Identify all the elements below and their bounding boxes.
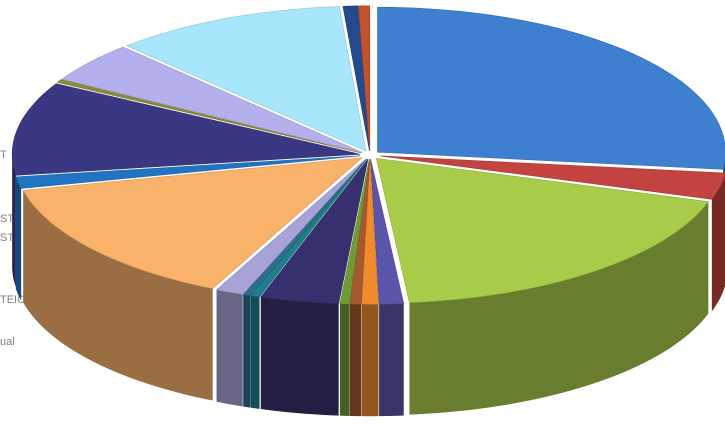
pie-slice-5	[361, 159, 379, 305]
pie-slice-side-2	[711, 174, 725, 312]
legend-entry: ual	[0, 336, 15, 348]
pie-slice-4	[370, 159, 405, 305]
pie-slice-side-9	[250, 295, 260, 409]
pie-slice-2	[379, 155, 725, 200]
pie-slice-side-14	[12, 154, 16, 288]
pie-slices	[11, 5, 725, 305]
pie-slice-side-5	[361, 304, 379, 417]
pie-slice-side-13	[15, 176, 22, 301]
pie-slice-16	[61, 46, 363, 153]
legend-entry: ST	[0, 213, 14, 225]
pie-slice-side-7	[339, 303, 350, 416]
pie-slice-side-6	[349, 303, 362, 417]
pie-slice-side-8	[260, 297, 339, 416]
pie-slice-side-12	[23, 190, 213, 401]
pie-slice-7	[339, 159, 370, 305]
pie-sides	[12, 154, 725, 417]
pie-slice-8	[260, 158, 369, 304]
pie-slice-15	[56, 79, 362, 154]
legend-entry: T	[0, 149, 7, 161]
pie-slice-side-4	[379, 303, 404, 417]
pie-slice-side-11	[216, 289, 243, 407]
pie-slice-11	[215, 158, 367, 295]
pie-slice-10	[242, 158, 367, 296]
legend-entry: TEIO	[0, 294, 26, 306]
pie-slice-side-3	[409, 201, 709, 415]
legend-entry: ST	[0, 232, 14, 244]
pie-slice-18	[342, 5, 370, 151]
pie-slice-19	[358, 5, 371, 151]
pie-slice-12	[22, 157, 364, 289]
pie-slice-14	[11, 83, 361, 176]
pie-slice-side-10	[243, 294, 251, 408]
pie-slice-3	[375, 157, 709, 303]
pie-slice-1	[377, 6, 725, 170]
pie-slice-13	[15, 155, 361, 189]
pie-slice-17	[126, 6, 367, 152]
